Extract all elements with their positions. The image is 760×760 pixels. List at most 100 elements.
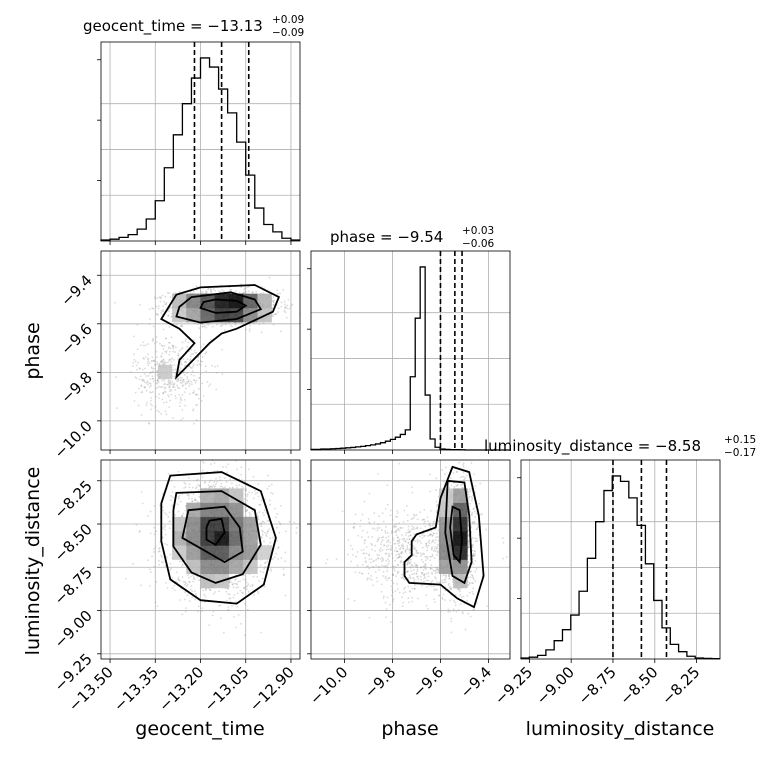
scatter-point	[180, 325, 183, 327]
scatter-point	[471, 511, 474, 514]
scatter-point	[173, 386, 176, 388]
scatter-point	[200, 399, 203, 402]
scatter-point	[191, 367, 193, 369]
scatter-point	[162, 328, 165, 331]
scatter-point	[216, 365, 219, 367]
scatter-point	[174, 395, 177, 397]
scatter-point	[220, 324, 223, 327]
scatter-point	[461, 483, 463, 486]
scatter-point	[193, 322, 196, 325]
scatter-point	[257, 590, 259, 593]
scatter-point	[173, 364, 176, 367]
scatter-point	[285, 316, 288, 319]
scatter-point	[221, 289, 224, 291]
scatter-point	[276, 513, 279, 515]
scatter-point	[176, 503, 179, 506]
scatter-point	[194, 487, 197, 490]
scatter-point	[431, 524, 434, 527]
scatter-point	[190, 380, 193, 383]
scatter-point	[142, 356, 145, 359]
scatter-point	[236, 583, 239, 586]
scatter-point	[237, 613, 240, 616]
scatter-point	[246, 608, 249, 611]
scatter-point	[218, 590, 220, 593]
scatter-point	[193, 590, 196, 593]
scatter-point	[156, 297, 159, 300]
scatter-point	[301, 527, 303, 529]
scatter-point	[169, 399, 172, 402]
scatter-point	[460, 596, 463, 599]
scatter-point	[158, 393, 161, 396]
scatter-point	[156, 371, 158, 374]
contours	[160, 471, 277, 605]
scatter-point	[181, 514, 183, 517]
scatter-point	[181, 576, 184, 579]
scatter-point	[161, 379, 164, 382]
scatter-point	[183, 598, 186, 601]
scatter-point	[138, 303, 141, 306]
scatter-point	[177, 354, 180, 357]
scatter-point	[198, 485, 201, 487]
scatter-point	[219, 617, 222, 620]
scatter-point	[146, 358, 149, 361]
scatter-point	[164, 533, 167, 536]
scatter-point	[272, 323, 275, 326]
scatter-point	[207, 484, 210, 487]
scatter-point	[284, 303, 287, 306]
scatter-point	[144, 344, 147, 347]
scatter-point	[155, 313, 158, 316]
scatter-point	[208, 385, 210, 387]
scatter-point	[208, 481, 211, 484]
scatter-point	[198, 363, 201, 366]
scatter-point	[163, 344, 166, 347]
scatter-point	[165, 350, 168, 352]
scatter-point	[201, 460, 204, 463]
scatter-point	[172, 383, 175, 386]
scatter-point	[160, 344, 163, 347]
scatter-point	[201, 325, 204, 328]
scatter-point	[140, 491, 143, 493]
scatter-point	[472, 554, 475, 557]
scatter-point	[189, 358, 192, 361]
scatter-point	[159, 300, 162, 303]
scatter-point	[153, 565, 156, 568]
scatter-point	[228, 597, 231, 600]
scatter-point	[197, 478, 199, 481]
scatter-point	[160, 311, 163, 314]
scatter-point	[266, 474, 269, 477]
scatter-point	[147, 384, 149, 386]
scatter-point	[185, 372, 188, 374]
scatter-point	[158, 547, 160, 550]
scatter-point	[221, 373, 224, 375]
scatter-point	[210, 463, 212, 466]
scatter-point	[232, 616, 235, 618]
scatter-point	[245, 509, 248, 512]
scatter-point	[242, 292, 244, 294]
scatter-point	[472, 576, 475, 579]
scatter-point	[229, 324, 232, 327]
scatter-point	[264, 562, 267, 565]
scatter-point	[187, 341, 190, 344]
scatter-point	[260, 522, 263, 525]
scatter-point	[467, 540, 470, 543]
scatter-point	[257, 518, 260, 521]
scatter-point	[190, 353, 193, 356]
scatter-point	[220, 482, 223, 485]
scatter-point	[225, 480, 228, 483]
scatter-point	[154, 406, 157, 408]
scatter-point	[161, 537, 164, 539]
scatter-point	[256, 575, 259, 578]
scatter-point	[286, 307, 288, 310]
scatter-point	[165, 413, 168, 416]
scatter-point	[199, 587, 202, 590]
scatter-point	[251, 491, 254, 494]
scatter-point	[182, 384, 185, 387]
scatter-point	[212, 483, 215, 486]
scatter-point	[181, 514, 183, 517]
scatter-point	[184, 361, 187, 363]
scatter-point	[184, 383, 187, 386]
scatter-point	[135, 523, 138, 526]
scatter-point	[176, 358, 179, 360]
scatter-point	[114, 301, 116, 304]
scatter-point	[184, 404, 187, 407]
